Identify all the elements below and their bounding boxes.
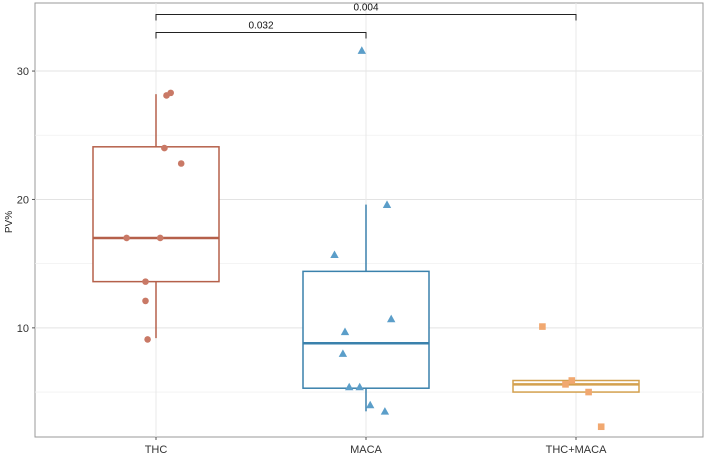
comparison-pvalue-label: 0.032	[248, 21, 273, 32]
data-point	[161, 144, 168, 152]
comparison-brackets: 0.032 0.004	[155, 3, 577, 39]
data-point	[345, 382, 354, 391]
data-point	[539, 323, 546, 330]
axes: 10 20 30 THC MACA THC+MACA	[17, 66, 607, 456]
data-point	[123, 234, 130, 242]
data-point	[340, 327, 350, 336]
data-points	[123, 46, 605, 431]
data-point	[562, 381, 569, 388]
data-point	[380, 407, 390, 415]
data-point	[387, 314, 396, 323]
y-axis-title: PV%	[4, 211, 15, 233]
data-point	[338, 349, 348, 357]
data-point	[568, 377, 576, 384]
data-point	[382, 200, 392, 208]
data-point	[142, 278, 149, 285]
data-point	[366, 400, 375, 409]
data-point	[177, 160, 185, 167]
x-tick-label: MACA	[350, 444, 382, 456]
y-tick-label: 20	[17, 194, 29, 206]
data-point	[357, 46, 366, 54]
x-tick-label: THC+MACA	[546, 444, 607, 456]
box-iqr	[92, 146, 220, 283]
data-point	[355, 382, 364, 391]
box-iqr	[512, 379, 640, 393]
y-tick-label: 10	[17, 323, 29, 335]
data-point	[585, 388, 592, 396]
data-point	[156, 234, 164, 242]
data-point	[142, 297, 149, 305]
data-point	[167, 89, 174, 97]
comparison-bracket	[155, 32, 367, 39]
x-tick-label: THC	[145, 444, 168, 456]
comparison-pvalue-label: 0.004	[353, 3, 378, 14]
y-tick-label: 30	[17, 66, 29, 78]
boxes	[92, 94, 640, 412]
data-point	[144, 336, 151, 343]
data-point	[597, 423, 605, 431]
box-iqr	[302, 270, 430, 389]
data-point	[330, 250, 339, 259]
comparison-bracket	[155, 14, 577, 21]
